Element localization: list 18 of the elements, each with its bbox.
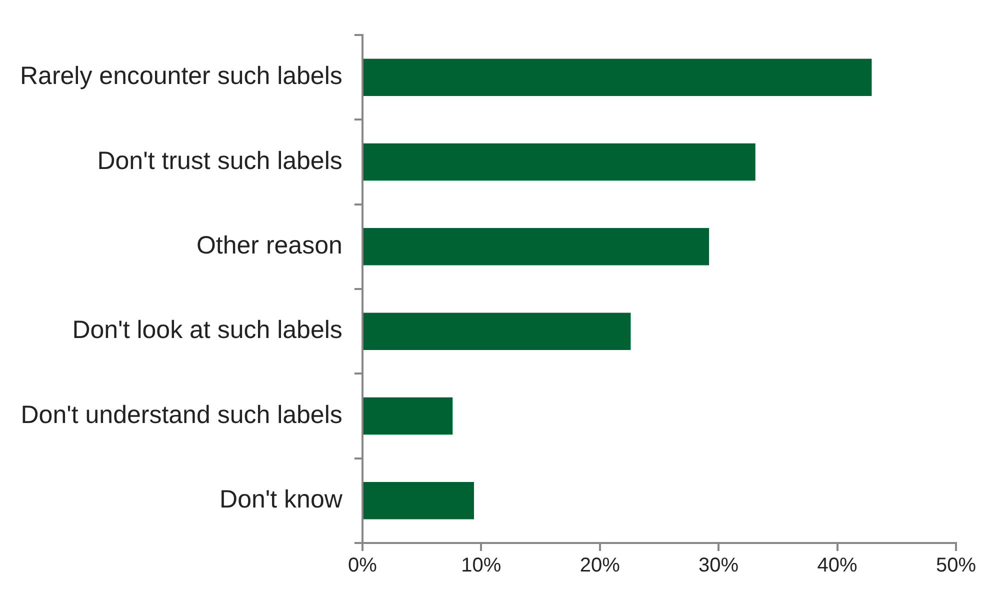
bar bbox=[363, 228, 710, 266]
bar bbox=[363, 482, 474, 520]
y-tick-label: Don't understand such labels bbox=[20, 400, 342, 429]
bar bbox=[363, 143, 756, 181]
y-tick-label: Don't look at such labels bbox=[72, 316, 342, 344]
y-tick-label: Other reason bbox=[196, 232, 342, 260]
x-tick-label: 50% bbox=[936, 554, 976, 577]
y-tick-label: Don't trust such labels bbox=[97, 146, 342, 175]
x-tick-label: 0% bbox=[348, 554, 378, 577]
y-tick-label: Don't know bbox=[220, 486, 344, 514]
x-tick-label: 20% bbox=[580, 554, 620, 577]
x-tick-label: 10% bbox=[461, 554, 502, 577]
x-tick-label: 30% bbox=[698, 554, 739, 577]
y-tick-label: Rarely encounter such labels bbox=[20, 62, 342, 90]
bar bbox=[363, 58, 872, 96]
bar bbox=[363, 397, 453, 435]
x-tick-label: 40% bbox=[817, 554, 858, 577]
bar bbox=[363, 312, 631, 350]
